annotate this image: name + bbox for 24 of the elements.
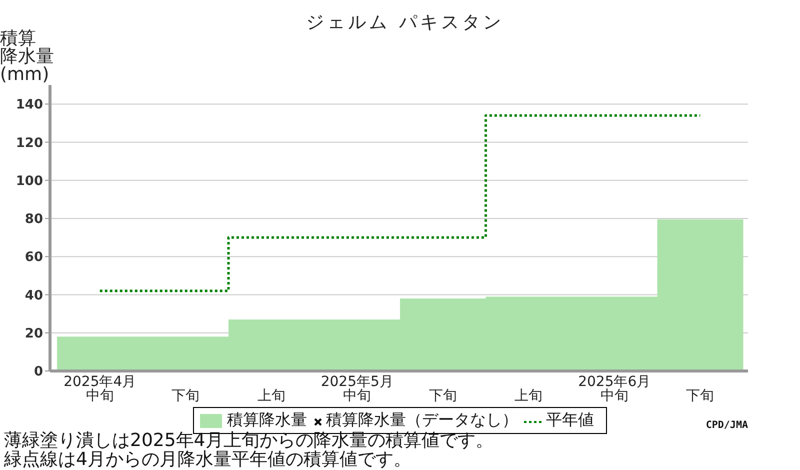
chart-title: ジェルム パキスタン [306,12,504,33]
x-tick-label: 下旬 [428,388,458,404]
x-tick-label: 2025年5月中旬 [320,374,394,404]
legend-label: 積算降水量（データなし） [326,410,518,431]
y-tick-label: 120 [16,136,43,151]
text: 薄緑塗り潰しは2025年4月上旬からの降水量の積算値です。 [4,430,494,451]
x-tick-label: 2025年6月中旬 [577,374,652,404]
x-tick-label: 2025年4月中旬 [62,374,138,404]
y-tick-label: 80 [24,212,43,228]
y-tick-label: 40 [24,288,43,304]
y-tick-label: 60 [24,250,43,266]
y-tick-label: 100 [16,174,43,189]
x-tick-label: 下旬 [685,388,716,404]
legend-label: 平年値 [546,410,594,431]
y-tick-label: 0 [34,364,43,380]
x-tick-label: 下旬 [170,388,201,404]
x-tick-label: 上旬 [256,388,286,404]
y-tick-label: 140 [16,98,43,113]
x-tick-label: 上旬 [514,388,544,404]
legend-label: 積算降水量 [227,410,307,431]
text: 緑点線は4月からの月降水量平年値の積算値です。 [4,449,412,470]
text: CPD/JMA [706,420,748,431]
y-axis-title: 積算降水量(mm) [0,28,55,85]
y-tick-label: 20 [24,326,43,342]
